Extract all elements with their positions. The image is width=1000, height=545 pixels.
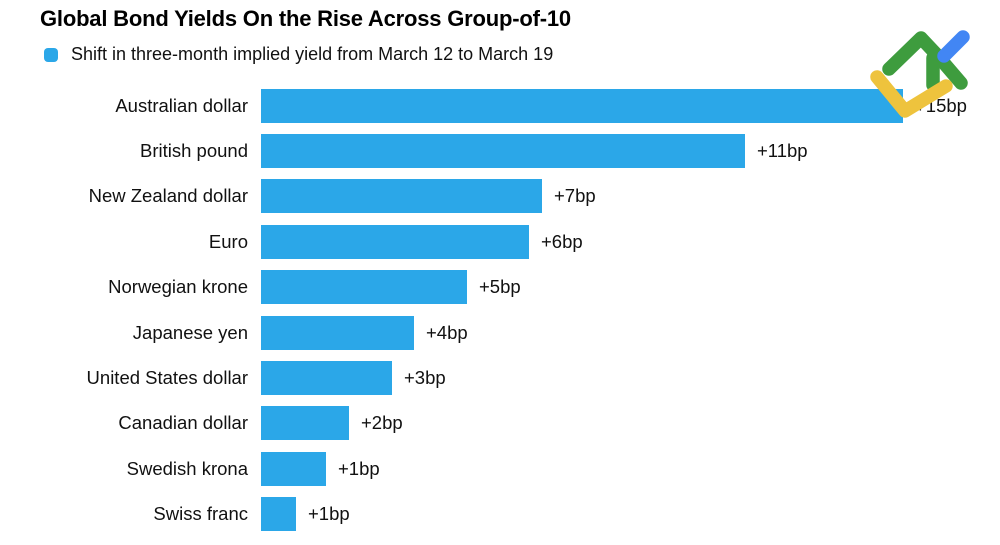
value-label: +1bp — [308, 503, 350, 525]
chart-row: Swedish krona +1bp — [0, 446, 1000, 491]
bar — [261, 406, 349, 441]
bar — [261, 270, 467, 305]
chart-title: Global Bond Yields On the Rise Across Gr… — [40, 6, 571, 31]
value-label: +1bp — [338, 457, 380, 479]
category-label: New Zealand dollar — [88, 185, 248, 207]
category-label: Norwegian krone — [108, 276, 248, 298]
legend-swatch-icon — [44, 47, 58, 62]
category-label: United States dollar — [86, 367, 248, 389]
logo-stroke — [882, 31, 968, 90]
value-label: +11bp — [757, 140, 808, 162]
chart-row: United States dollar +3bp — [0, 355, 1000, 400]
category-label: Japanese yen — [132, 321, 248, 343]
chart-row: British pound +11bp — [0, 128, 1000, 173]
bar — [261, 315, 414, 350]
chart-row: New Zealand dollar +7bp — [0, 174, 1000, 219]
chart-row: Euro +6bp — [0, 219, 1000, 264]
bar — [261, 361, 392, 396]
bar — [261, 134, 745, 169]
bar — [261, 497, 296, 532]
category-label: Australian dollar — [115, 94, 248, 116]
bar — [261, 451, 326, 486]
category-label: British pound — [140, 140, 248, 162]
value-label: +5bp — [479, 276, 521, 298]
value-label: +15bp — [915, 94, 967, 116]
chart-row: Australian dollar +15bp — [0, 83, 1000, 128]
bar — [261, 179, 542, 214]
value-label: +3bp — [404, 367, 446, 389]
chart-row: Swiss franc +1bp — [0, 492, 1000, 537]
chart-row: Japanese yen +4bp — [0, 310, 1000, 355]
category-label: Swiss franc — [153, 503, 248, 525]
bar — [261, 224, 529, 259]
value-label: +2bp — [361, 412, 403, 434]
bar — [261, 88, 903, 123]
value-label: +4bp — [426, 321, 468, 343]
value-label: +7bp — [554, 185, 596, 207]
chart-row: Norwegian krone +5bp — [0, 265, 1000, 310]
value-label: +6bp — [541, 230, 583, 252]
chart-row: Canadian dollar +2bp — [0, 401, 1000, 446]
logo-stroke — [937, 30, 970, 63]
category-label: Canadian dollar — [118, 412, 248, 434]
legend: Shift in three-month implied yield from … — [44, 44, 553, 65]
category-label: Euro — [208, 230, 248, 252]
category-label: Swedish krona — [126, 457, 248, 479]
bar-chart: Australian dollar +15bp British pound +1… — [0, 83, 1000, 537]
legend-label: Shift in three-month implied yield from … — [71, 44, 554, 64]
